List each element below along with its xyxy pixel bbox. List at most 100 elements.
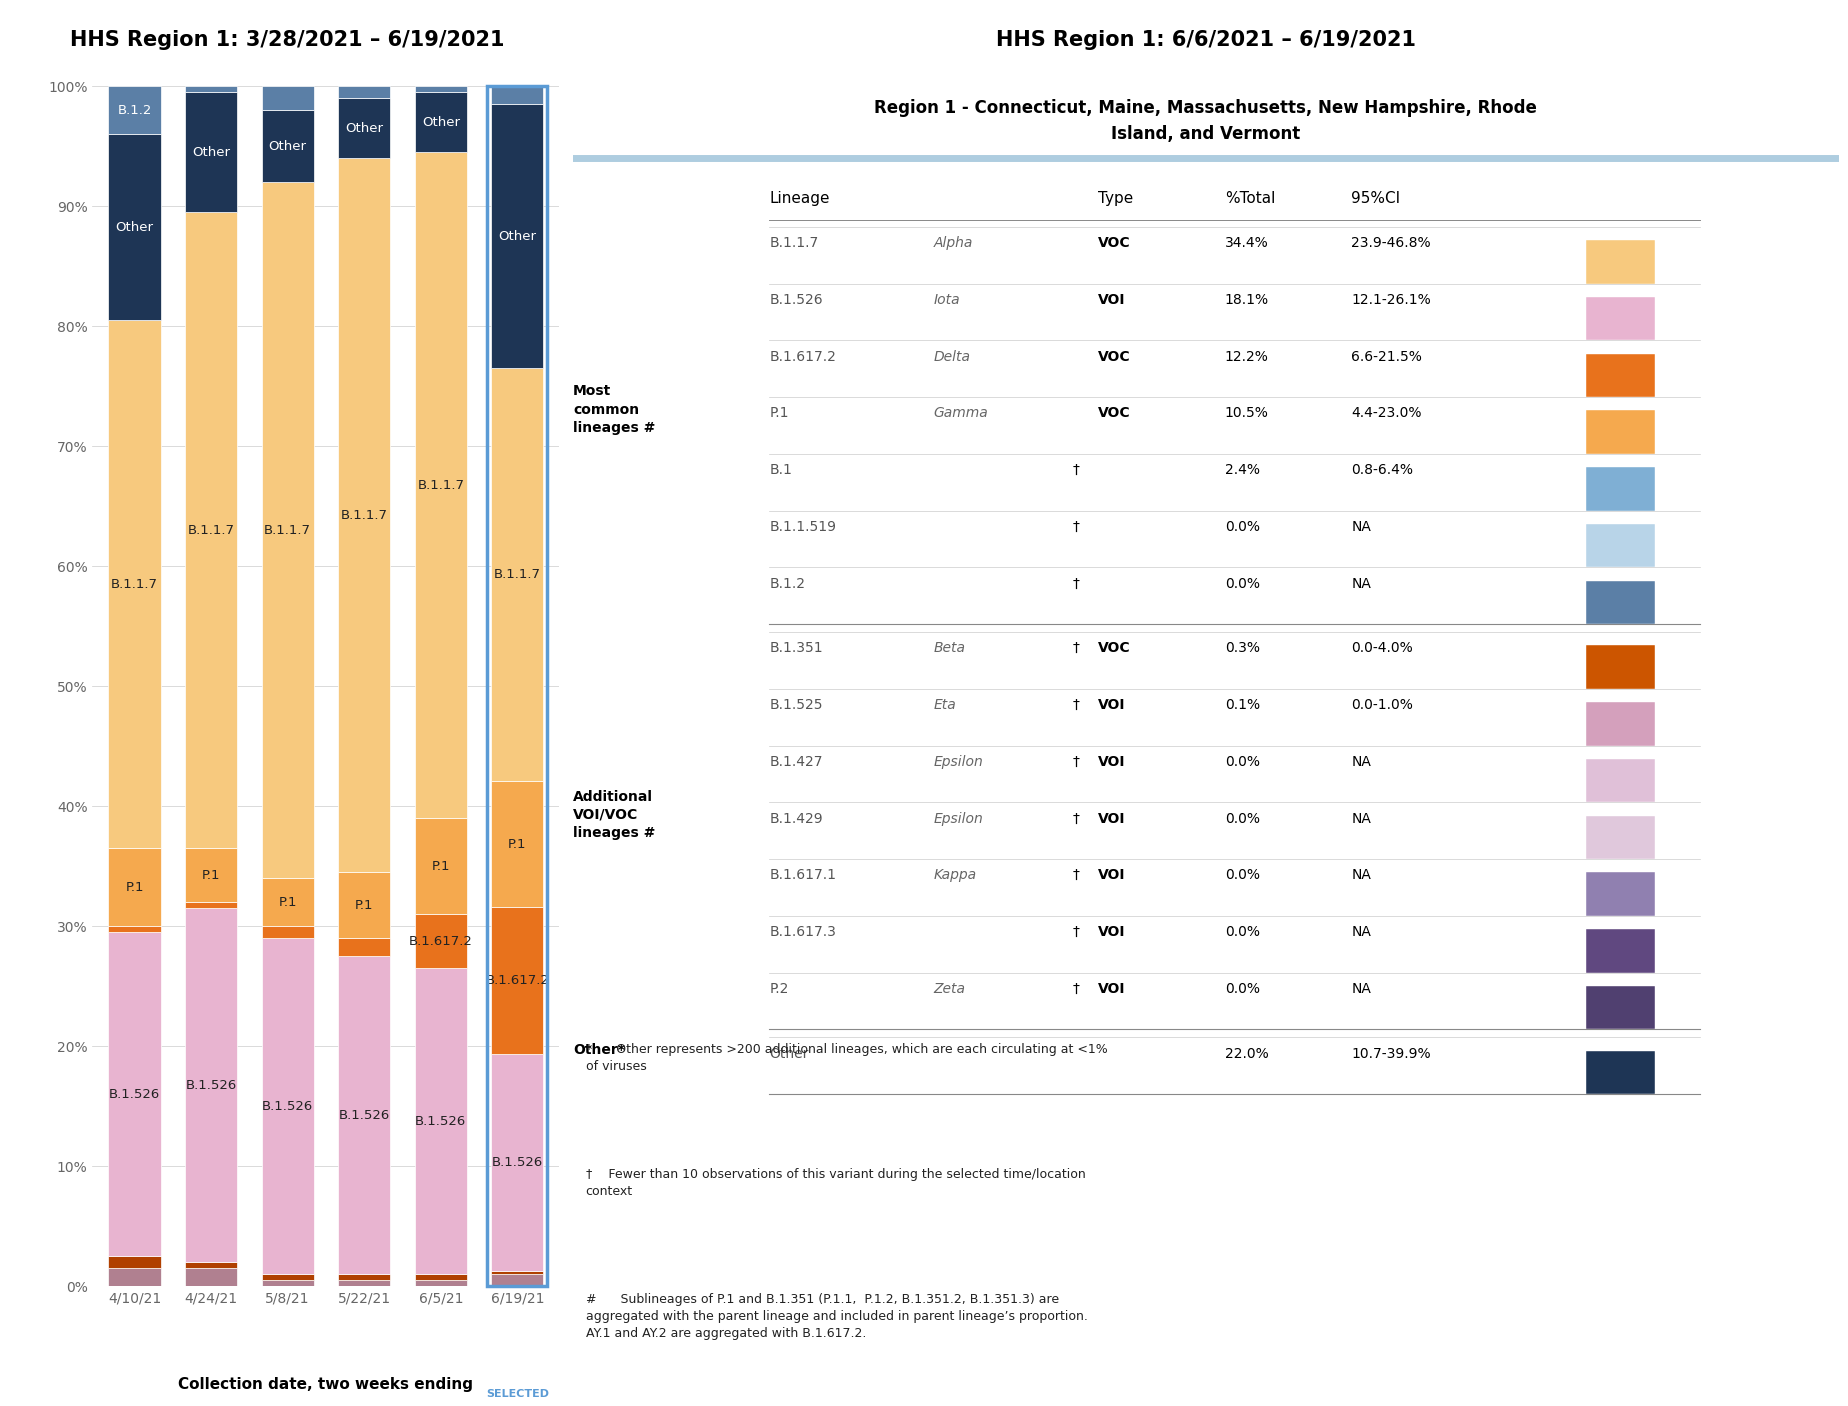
Text: NA: NA (1351, 755, 1371, 769)
Text: 10.7-39.9%: 10.7-39.9% (1351, 1046, 1430, 1060)
Text: 0.0-1.0%: 0.0-1.0% (1351, 699, 1414, 711)
Text: 0.0-4.0%: 0.0-4.0% (1351, 641, 1414, 655)
Text: 34.4%: 34.4% (1225, 236, 1268, 250)
Text: Epsilon: Epsilon (933, 755, 983, 769)
Bar (1586, 645, 1656, 689)
Text: SELECTED: SELECTED (486, 1389, 549, 1399)
Text: 23.9-46.8%: 23.9-46.8% (1351, 236, 1430, 250)
Bar (1586, 759, 1656, 803)
Text: B.1.526: B.1.526 (416, 1115, 466, 1128)
Text: VOI: VOI (1098, 869, 1125, 883)
Bar (338, 1281, 390, 1286)
Text: Other: Other (346, 121, 383, 135)
Bar (1586, 240, 1656, 284)
Text: Other: Other (268, 139, 307, 153)
Bar (1586, 467, 1656, 510)
Bar (262, 110, 314, 183)
Text: Lineage: Lineage (769, 191, 830, 207)
Text: 0.0%: 0.0% (1225, 981, 1260, 995)
Text: B.1.526: B.1.526 (185, 1078, 237, 1092)
Bar (414, 152, 468, 818)
Bar (492, 907, 543, 1053)
Text: Additional
VOI/VOC
lineages #: Additional VOI/VOC lineages # (573, 790, 656, 841)
Bar (185, 91, 237, 212)
Text: B.1.1.7: B.1.1.7 (264, 524, 310, 537)
Text: 0.0%: 0.0% (1225, 811, 1260, 825)
Text: B.1.1.519: B.1.1.519 (769, 520, 835, 534)
Text: P.1: P.1 (355, 898, 373, 912)
Text: Kappa: Kappa (933, 869, 978, 883)
Text: VOI: VOI (1098, 925, 1125, 939)
Text: NA: NA (1351, 576, 1371, 591)
Bar (1586, 702, 1656, 745)
Text: 0.0%: 0.0% (1225, 925, 1260, 939)
Bar (262, 1281, 314, 1286)
Text: †: † (1074, 981, 1079, 995)
Text: VOI: VOI (1098, 292, 1125, 307)
Text: NA: NA (1351, 981, 1371, 995)
Bar (414, 91, 468, 152)
Text: Iota: Iota (933, 292, 961, 307)
Text: B.1.351: B.1.351 (769, 641, 822, 655)
Bar (414, 86, 468, 91)
Text: Region 1 - Connecticut, Maine, Massachusetts, New Hampshire, Rhode: Region 1 - Connecticut, Maine, Massachus… (874, 98, 1538, 117)
Text: B.1.526: B.1.526 (492, 1156, 543, 1168)
Bar (414, 1274, 468, 1281)
Bar (262, 86, 314, 110)
Text: P.1: P.1 (769, 406, 789, 420)
Text: HHS Region 1: 3/28/2021 – 6/19/2021: HHS Region 1: 3/28/2021 – 6/19/2021 (70, 30, 505, 49)
Text: VOI: VOI (1098, 755, 1125, 769)
Bar (414, 1281, 468, 1286)
Bar (109, 1268, 161, 1286)
Bar (414, 969, 468, 1274)
Text: VOI: VOI (1098, 981, 1125, 995)
Bar (492, 782, 543, 907)
Text: 0.1%: 0.1% (1225, 699, 1260, 711)
Text: 0.0%: 0.0% (1225, 869, 1260, 883)
Text: †: † (1074, 925, 1079, 939)
Text: Other: Other (116, 221, 153, 233)
Text: B.1.429: B.1.429 (769, 811, 822, 825)
Text: Type: Type (1098, 191, 1133, 207)
Text: B.1.1.7: B.1.1.7 (493, 568, 541, 581)
Text: B.1.1.7: B.1.1.7 (769, 236, 819, 250)
Bar (1586, 986, 1656, 1029)
Bar (338, 956, 390, 1274)
Text: B.1.2: B.1.2 (116, 104, 152, 117)
Text: NA: NA (1351, 811, 1371, 825)
Text: 0.3%: 0.3% (1225, 641, 1260, 655)
Bar (1586, 815, 1656, 859)
Bar (109, 1257, 161, 1268)
Bar (492, 86, 543, 104)
Text: †: † (1074, 576, 1079, 591)
Text: P.1: P.1 (508, 838, 527, 851)
Bar (109, 927, 161, 932)
Bar (492, 368, 543, 782)
Text: 0.0%: 0.0% (1225, 755, 1260, 769)
Text: †    Fewer than 10 observations of this variant during the selected time/locatio: † Fewer than 10 observations of this var… (586, 1168, 1085, 1198)
Text: P.1: P.1 (432, 860, 451, 873)
Text: 22.0%: 22.0% (1225, 1046, 1268, 1060)
Bar (109, 932, 161, 1257)
Text: *      Other represents >200 additional lineages, which are each circulating at : * Other represents >200 additional linea… (586, 1043, 1107, 1073)
Text: †: † (1074, 520, 1079, 534)
Bar (1586, 297, 1656, 340)
Bar (338, 98, 390, 157)
Text: †: † (1074, 869, 1079, 883)
Text: P.1: P.1 (201, 869, 220, 882)
Bar (1586, 581, 1656, 624)
Text: Other: Other (769, 1046, 809, 1060)
Text: VOC: VOC (1098, 236, 1131, 250)
Text: B.1.1.7: B.1.1.7 (188, 524, 235, 537)
Text: 0.0%: 0.0% (1225, 576, 1260, 591)
Text: B.1.1.7: B.1.1.7 (111, 578, 159, 591)
Text: B.1.526: B.1.526 (338, 1109, 390, 1122)
Bar (488, 86, 547, 1286)
Text: Eta: Eta (933, 699, 957, 711)
Text: B.1.617.2: B.1.617.2 (769, 350, 835, 364)
Text: NA: NA (1351, 520, 1371, 534)
Text: %Total: %Total (1225, 191, 1275, 207)
Text: 12.1-26.1%: 12.1-26.1% (1351, 292, 1430, 307)
Text: NA: NA (1351, 869, 1371, 883)
Bar (414, 914, 468, 969)
